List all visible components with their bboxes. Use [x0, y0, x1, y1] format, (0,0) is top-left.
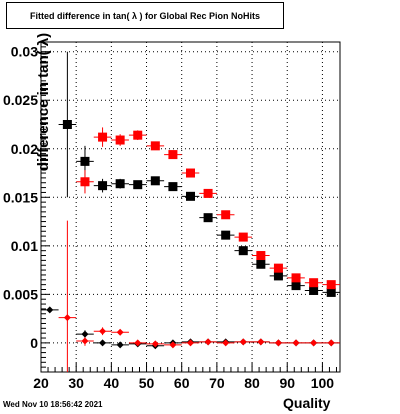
chart-title: Fitted difference in tan( λ ) for Global…	[29, 10, 261, 21]
data-point-square	[256, 251, 266, 261]
data-point-square	[203, 213, 213, 223]
data-point-square	[256, 259, 266, 269]
x-tick-label: 70	[209, 375, 225, 391]
x-tick-label: 80	[244, 375, 260, 391]
y-tick-label: 0.03	[11, 44, 38, 60]
data-point-diamond	[46, 306, 54, 314]
data-point-square	[238, 232, 248, 242]
data-point-square	[203, 188, 213, 198]
y-tick-label: 0.015	[3, 189, 38, 205]
data-point-diamond	[187, 339, 194, 347]
data-point-square	[62, 120, 72, 129]
data-point-diamond	[134, 339, 142, 347]
data-point-diamond	[99, 339, 107, 347]
data-point-square	[150, 141, 160, 151]
data-point-square	[326, 287, 336, 297]
data-point-square	[80, 156, 90, 166]
y-tick-label: 0.025	[3, 92, 38, 108]
chart-title-box: Fitted difference in tan( λ ) for Global…	[6, 2, 284, 29]
y-tick-label: 0.005	[3, 286, 38, 302]
data-point-diamond	[116, 341, 124, 349]
data-point-square	[98, 132, 108, 142]
data-point-diamond	[257, 338, 265, 346]
data-point-square	[168, 182, 178, 192]
data-point-diamond	[169, 341, 177, 349]
data-point-diamond	[204, 338, 212, 346]
data-point-diamond	[327, 339, 335, 347]
plot-frame	[40, 41, 341, 373]
data-point-square	[186, 191, 195, 201]
grid-layer	[41, 42, 340, 372]
data-point-square	[238, 246, 248, 256]
data-point-square	[98, 181, 108, 191]
data-point-square	[186, 168, 195, 178]
y-tick-label: 0.01	[11, 238, 38, 254]
x-tick-label: 30	[68, 375, 84, 391]
data-point-square	[291, 281, 301, 291]
data-point-square	[309, 278, 319, 288]
data-point-diamond	[81, 330, 89, 338]
y-axis-label: difference in tan( λ)	[35, 32, 52, 172]
data-point-square	[133, 180, 143, 190]
x-tick-label: 40	[104, 375, 120, 391]
data-point-diamond	[63, 314, 71, 322]
data-point-square	[273, 271, 283, 281]
data-point-square	[80, 177, 90, 187]
data-point-square	[273, 263, 283, 273]
data-point-square	[168, 150, 178, 160]
data-point-diamond	[99, 327, 107, 335]
data-point-square	[115, 179, 125, 189]
data-point-square	[150, 176, 160, 186]
data-point-square	[291, 273, 301, 283]
data-point-diamond	[274, 339, 282, 347]
x-axis-label: Quality	[283, 395, 331, 411]
x-tick-label: 90	[279, 375, 295, 391]
data-point-square	[326, 280, 336, 290]
y-tick-label: 0	[30, 335, 38, 351]
ticklabel-layer: 20 30 40 50 60 70 80 90 100 0 0.005 0.01 0.015 0.02 0.…	[3, 44, 334, 391]
data-point-square	[221, 230, 231, 240]
data-point-diamond	[151, 340, 159, 348]
data-point-diamond	[116, 328, 124, 336]
tick-layer	[40, 41, 337, 373]
data-point-diamond	[222, 339, 230, 347]
x-tick-label: 100	[311, 375, 335, 391]
data-point-square	[133, 130, 143, 140]
data-point-diamond	[310, 339, 318, 347]
data-point-diamond	[81, 337, 89, 345]
data-point-diamond	[239, 338, 247, 346]
y-tick-label: 0.02	[11, 141, 38, 157]
x-tick-label: 60	[174, 375, 190, 391]
data-point-square	[221, 210, 231, 220]
data-point-square	[115, 135, 125, 145]
x-tick-label: 50	[139, 375, 155, 391]
marker-layer	[46, 120, 336, 350]
timestamp: Wed Nov 10 18:56:42 2021	[3, 400, 103, 409]
data-point-square	[309, 285, 319, 295]
data-point-diamond	[292, 339, 300, 347]
x-tick-label: 20	[33, 375, 49, 391]
